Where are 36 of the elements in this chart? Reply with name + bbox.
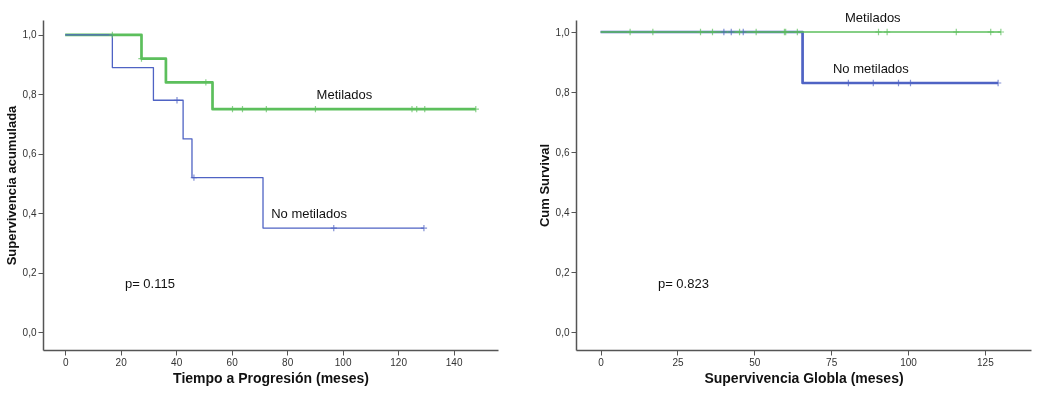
annotation: p= 0.115 — [124, 276, 175, 291]
series-label: No metilados — [271, 206, 348, 222]
series-label: Metilados — [844, 10, 902, 25]
x-tick-label: 20 — [115, 356, 128, 368]
x-tick-label: 125 — [977, 356, 995, 368]
y-tick-label: 0,4 — [22, 207, 37, 219]
y-tick-label: 0,0 — [555, 326, 570, 338]
x-tick-label: 0 — [598, 356, 605, 368]
x-tick-label: 50 — [749, 356, 761, 368]
x-tick-label: 140 — [445, 356, 463, 368]
x-tick-label: 25 — [672, 356, 684, 368]
x-axis-title: Tiempo a Progresión (meses) — [173, 369, 369, 386]
series-label: Metilados — [316, 87, 373, 103]
y-axis-title: Cum Survival — [536, 143, 552, 228]
x-tick-label: 100 — [900, 356, 918, 368]
y-tick-label: 1,0 — [22, 29, 37, 41]
y-tick-label: 0,6 — [555, 146, 570, 158]
y-tick-label: 0,8 — [555, 86, 570, 98]
y-tick-label: 0,0 — [22, 326, 37, 338]
x-tick-label: 0 — [62, 356, 69, 368]
series-label: No metilados — [832, 61, 910, 76]
y-axis-title: Supervivencia acumulada — [3, 104, 19, 266]
annotation: p= 0.823 — [657, 276, 709, 291]
y-tick-label: 0,6 — [22, 148, 37, 160]
x-tick-label: 75 — [826, 356, 838, 368]
x-tick-label: 80 — [282, 356, 294, 368]
y-tick-label: 0,8 — [22, 88, 37, 100]
x-tick-label: 40 — [171, 356, 183, 368]
y-tick-label: 0,2 — [22, 267, 37, 279]
x-tick-label: 60 — [226, 356, 239, 368]
x-tick-label: 120 — [390, 356, 408, 368]
y-tick-label: 0,4 — [555, 206, 570, 218]
x-tick-label: 100 — [334, 356, 352, 368]
x-axis-title: Supervivencia Globla (meses) — [704, 369, 904, 386]
y-tick-label: 1,0 — [555, 26, 570, 38]
y-tick-label: 0,2 — [555, 266, 570, 278]
